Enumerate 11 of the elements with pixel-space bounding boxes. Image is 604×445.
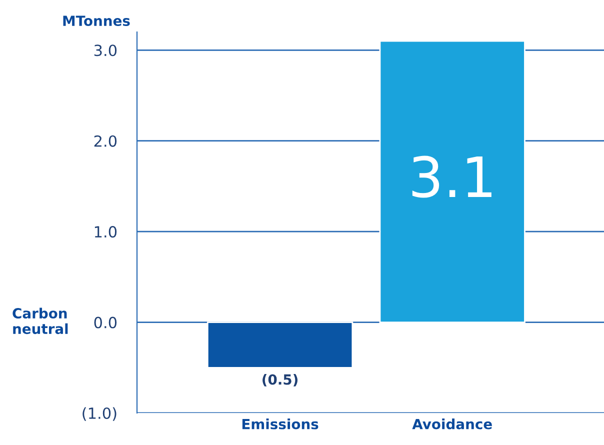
y-axis-title: MTonnes [63,16,130,26]
data-label: (0.5) [262,374,298,386]
x-tick-label: Avoidance [412,418,492,430]
data-label: 3.1 [412,156,492,198]
text: Carbon neutral [12,308,68,334]
y-tick-label: 3.0 [94,44,117,56]
y-tick-label: 0.0 [94,316,117,328]
y-tick-label: 1.0 [94,226,117,238]
x-tick-label: Emissions [242,418,318,430]
y-tick-label: (1.0) [82,407,116,421]
y-tick-label: 2.0 [94,135,117,147]
